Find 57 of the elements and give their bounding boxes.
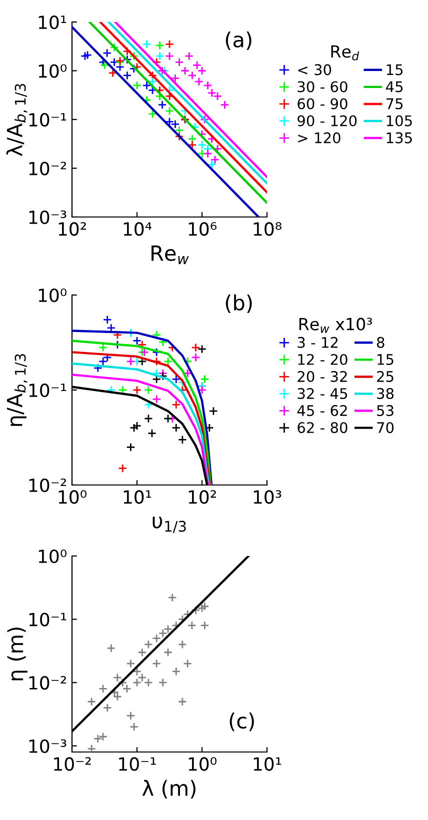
x-axis-title: Re$_{w}$ <box>152 246 189 264</box>
legend-label: > 120 <box>298 132 340 144</box>
legend-label: 60 - 90 <box>298 98 348 110</box>
x-axis-title: λ (m) <box>142 780 196 798</box>
annotation: (a) <box>226 31 252 50</box>
legend-label: 53 <box>377 405 394 416</box>
y-tick-label: 10⁻¹ <box>29 112 66 127</box>
x-tick-label: 10⁸ <box>254 222 282 236</box>
x-tick-label: 10² <box>58 222 86 236</box>
y-tick-label: 10⁻² <box>29 676 66 690</box>
legend-label: < 30 <box>298 64 332 76</box>
y-tick-label: 10⁻³ <box>29 210 66 224</box>
y-axis-title: η (m) <box>7 628 28 680</box>
y-axis-title: λ/A$_{b,1/3}$ <box>6 84 28 156</box>
x-tick-label: 10³ <box>254 490 282 504</box>
y-axis-title: η/A$_{b,1/3}$ <box>6 354 28 426</box>
y-tick-label: 10⁻³ <box>29 739 66 753</box>
legend-label: 135 <box>386 132 412 144</box>
x-tick-label: 10⁻² <box>54 757 91 771</box>
legend-title: Re$_{d}$ <box>331 45 360 60</box>
x-tick-label: 10⁶ <box>188 222 217 236</box>
x-axis-title: υ$_{1/3}$ <box>152 516 186 533</box>
x-tick-label: 10⁰ <box>58 490 86 504</box>
y-tick-label: 10⁻¹ <box>29 383 66 398</box>
x-tick-label: 10⁰ <box>188 757 216 771</box>
legend-label: 90 - 120 <box>298 115 357 126</box>
legend-label: 30 - 60 <box>298 81 348 92</box>
legend-label: 3 - 12 <box>298 336 338 348</box>
legend-label: 75 <box>386 98 403 110</box>
legend-label: 45 - 62 <box>297 405 347 416</box>
legend-label: 20 - 32 <box>298 370 347 382</box>
x-tick-label: 10¹ <box>124 490 152 504</box>
x-tick-label: 10⁻¹ <box>119 757 156 771</box>
legend-label: 8 <box>376 336 384 348</box>
x-tick-label: 10² <box>188 490 216 504</box>
y-tick-label: 10⁰ <box>38 288 67 302</box>
legend-label: 105 <box>386 115 412 126</box>
legend-label: 38 <box>377 388 394 400</box>
x-tick-label: 10⁴ <box>124 222 152 236</box>
y-tick-label: 10⁻² <box>29 162 66 176</box>
y-tick-label: 10⁰ <box>38 64 67 78</box>
legend-label: 12 - 20 <box>298 354 348 365</box>
legend-label: 15 <box>378 354 394 365</box>
annotation: (b) <box>226 294 252 313</box>
legend-label: 32 - 45 <box>298 388 348 400</box>
legend-label: 45 <box>386 81 403 92</box>
y-tick-label: 10⁻¹ <box>29 612 66 626</box>
legend-label: 70 <box>377 422 394 434</box>
y-tick-label: 10¹ <box>38 15 66 30</box>
legend-label: 15 <box>386 64 403 76</box>
y-tick-label: 10⁰ <box>38 549 67 564</box>
legend-title: Re$_{w}$ x10³ <box>299 318 372 333</box>
legend-label: 25 <box>377 370 394 382</box>
annotation: (c) <box>230 712 254 732</box>
x-tick-label: 10¹ <box>254 757 282 771</box>
y-tick-label: 10⁻² <box>29 478 66 492</box>
legend-label: 62 - 80 <box>298 422 348 434</box>
